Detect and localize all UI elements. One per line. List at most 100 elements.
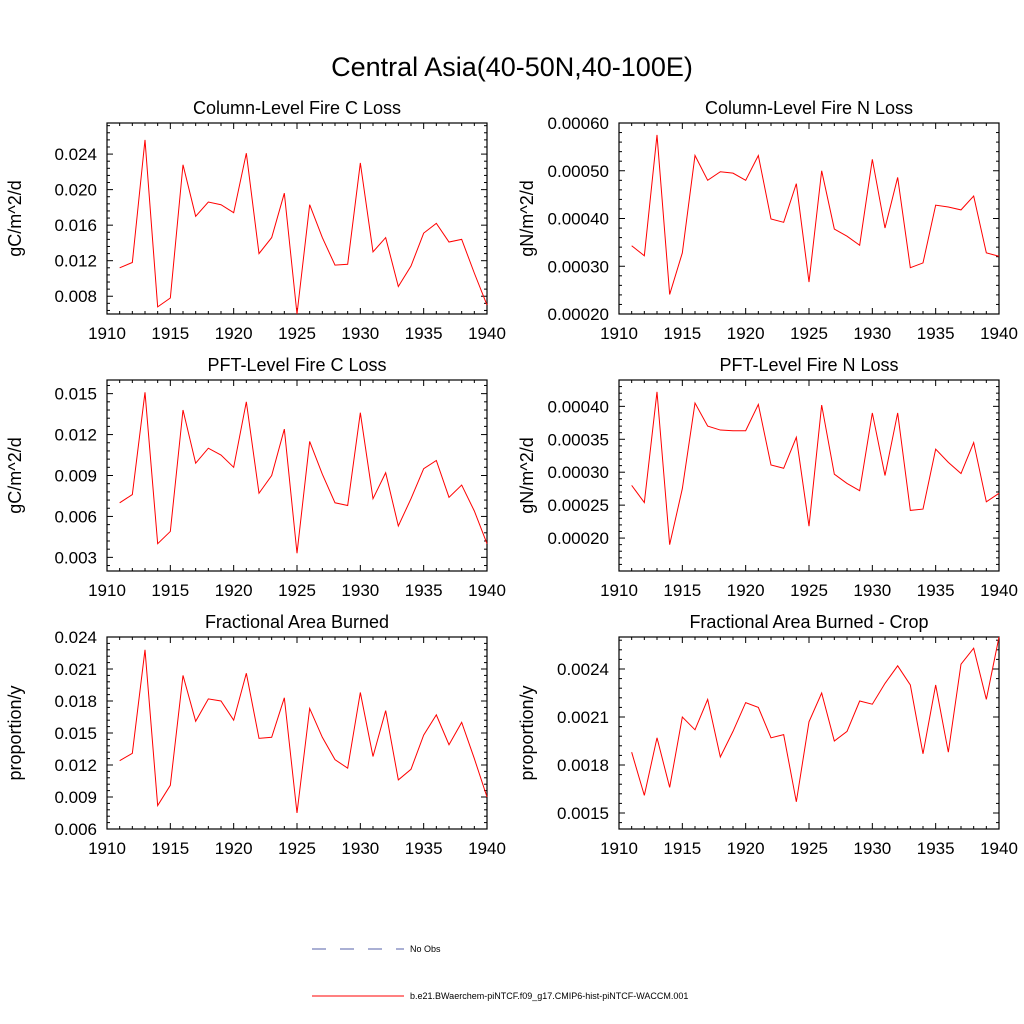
y-tick-label: 0.018 (54, 692, 97, 711)
legend: No Obs b.e21.BWaerchem-piNTCF.f09_g17.CMI… (312, 944, 688, 1001)
plot-frame (618, 122, 1000, 315)
y-tick-label: 0.003 (54, 548, 97, 567)
y-tick-label: 0.012 (54, 252, 97, 271)
y-tick-label: 0.016 (54, 216, 97, 235)
y-tick-label: 0.020 (54, 181, 97, 200)
y-tick-label: 0.0021 (557, 708, 609, 727)
panel-title: Column-Level Fire N Loss (705, 98, 913, 118)
series-line-1 (631, 134, 1000, 295)
x-tick-label: 1925 (790, 581, 828, 600)
x-tick-label: 1935 (917, 839, 955, 858)
y-tick-label: 0.012 (54, 756, 97, 775)
x-tick-label: 1935 (405, 581, 443, 600)
x-tick-label: 1925 (790, 324, 828, 343)
plot-frame (618, 379, 1000, 572)
x-tick-label: 1930 (853, 581, 891, 600)
y-tick-label: 0.021 (54, 660, 97, 679)
y-tick-label: 0.008 (54, 287, 97, 306)
legend-label: b.e21.BWaerchem-piNTCF.f09_g17.CMIP6-his… (410, 991, 688, 1001)
figure-title: Central Asia(40-50N,40-100E) (331, 52, 693, 82)
x-tick-label: 1940 (980, 839, 1018, 858)
y-tick-label: 0.015 (54, 724, 97, 743)
y-tick-label: 0.006 (54, 507, 97, 526)
y-tick-label: 0.00035 (548, 430, 609, 449)
x-tick-label: 1930 (341, 839, 379, 858)
y-tick-label: 0.015 (54, 385, 97, 404)
x-tick-label: 1910 (88, 581, 126, 600)
panel-title: PFT-Level Fire N Loss (719, 355, 898, 375)
chart-panels: Column-Level Fire C Loss gC/m^2/d 1910 1915… (5, 98, 1018, 858)
panel-title: Column-Level Fire C Loss (193, 98, 401, 118)
y-axis-label: proportion/y (517, 685, 537, 780)
panel-1: Column-Level Fire C Loss gC/m^2/d 1910 1915… (5, 98, 506, 343)
y-tick-label: 0.0018 (557, 756, 609, 775)
plot-frame (106, 636, 488, 830)
x-tick-label: 1935 (917, 324, 955, 343)
x-tick-label: 1920 (215, 324, 253, 343)
x-tick-label: 1915 (151, 581, 189, 600)
series-line-1 (119, 392, 488, 554)
y-tick-label: 0.009 (54, 788, 97, 807)
y-tick-label: 0.00020 (548, 529, 609, 548)
x-tick-label: 1920 (727, 581, 765, 600)
y-tick-label: 0.012 (54, 426, 97, 445)
x-tick-label: 1910 (88, 839, 126, 858)
y-tick-label: 0.024 (54, 628, 97, 647)
x-tick-label: 1940 (468, 324, 506, 343)
plot-frame (106, 122, 488, 315)
x-tick-label: 1915 (663, 839, 701, 858)
y-tick-label: 0.00030 (548, 463, 609, 482)
plot-frame (106, 379, 488, 572)
x-tick-label: 1930 (341, 324, 379, 343)
x-tick-label: 1915 (663, 581, 701, 600)
y-tick-label: 0.00020 (548, 305, 609, 324)
series-line-1 (631, 391, 1000, 545)
x-tick-label: 1910 (600, 324, 638, 343)
x-tick-label: 1930 (341, 581, 379, 600)
panel-title: Fractional Area Burned (205, 612, 389, 632)
x-tick-label: 1940 (980, 324, 1018, 343)
y-axis-label: proportion/y (5, 685, 25, 780)
y-tick-label: 0.00050 (548, 162, 609, 181)
panel-4: PFT-Level Fire N Loss gN/m^2/d 1910 1915 192… (517, 355, 1018, 600)
y-tick-label: 0.024 (54, 145, 97, 164)
y-tick-label: 0.0024 (557, 660, 609, 679)
x-tick-label: 1935 (405, 839, 443, 858)
x-tick-label: 1920 (727, 839, 765, 858)
x-tick-label: 1915 (663, 324, 701, 343)
y-axis-label: gC/m^2/d (5, 180, 25, 256)
legend-label: No Obs (410, 944, 441, 954)
x-tick-label: 1915 (151, 324, 189, 343)
plot-frame (618, 636, 1000, 830)
x-tick-label: 1920 (727, 324, 765, 343)
x-tick-label: 1915 (151, 839, 189, 858)
y-axis-label: gC/m^2/d (5, 437, 25, 513)
x-tick-label: 1925 (278, 581, 316, 600)
panel-title: PFT-Level Fire C Loss (207, 355, 386, 375)
x-tick-label: 1940 (468, 839, 506, 858)
x-tick-label: 1920 (215, 581, 253, 600)
x-tick-label: 1910 (600, 581, 638, 600)
x-tick-label: 1910 (600, 839, 638, 858)
series-line-1 (119, 649, 488, 814)
legend-item-model: b.e21.BWaerchem-piNTCF.f09_g17.CMIP6-his… (312, 991, 688, 1001)
x-tick-label: 1930 (853, 839, 891, 858)
x-tick-label: 1930 (853, 324, 891, 343)
y-axis-label: gN/m^2/d (517, 180, 537, 256)
y-axis-label: gN/m^2/d (517, 437, 537, 513)
panel-2: Column-Level Fire N Loss gN/m^2/d 1910 1915… (517, 98, 1018, 343)
x-tick-label: 1910 (88, 324, 126, 343)
x-tick-label: 1925 (278, 839, 316, 858)
panel-6: Fractional Area Burned - Crop proportion/… (517, 612, 1018, 858)
x-tick-label: 1940 (980, 581, 1018, 600)
x-tick-label: 1920 (215, 839, 253, 858)
panel-5: Fractional Area Burned proportion/y 1910 19… (5, 612, 506, 858)
series-line-1 (119, 139, 488, 315)
panel-3: PFT-Level Fire C Loss gC/m^2/d 1910 1915 192… (5, 355, 506, 600)
y-tick-label: 0.006 (54, 820, 97, 839)
x-tick-label: 1935 (917, 581, 955, 600)
x-tick-label: 1940 (468, 581, 506, 600)
panel-title: Fractional Area Burned - Crop (689, 612, 928, 632)
y-tick-label: 0.009 (54, 467, 97, 486)
